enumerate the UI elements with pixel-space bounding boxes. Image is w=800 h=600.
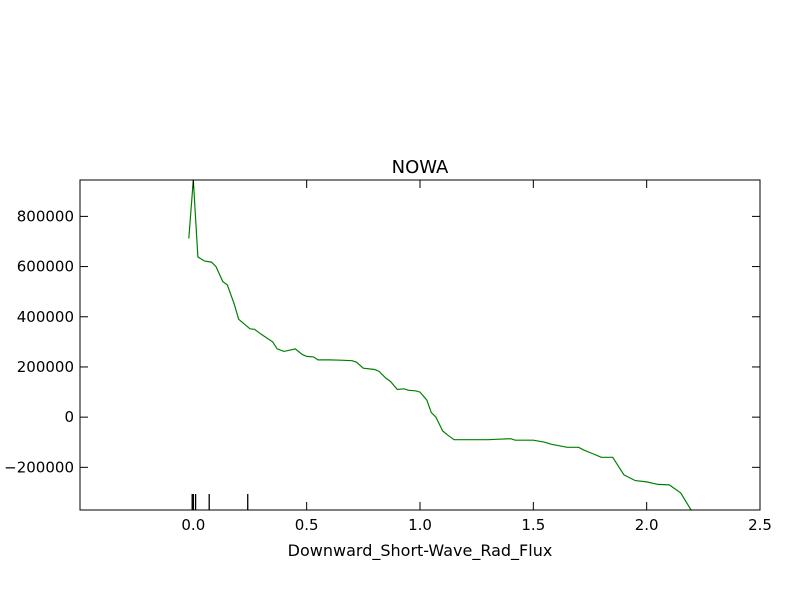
- y-axis: −200000 0 200000 400000 600000 800000: [4, 207, 760, 476]
- x-axis-label: Downward_Short-Wave_Rad_Flux: [288, 541, 553, 561]
- series-line-0: [188, 180, 692, 510]
- y-tick-label: 600000: [17, 258, 74, 276]
- y-tick-label: −200000: [4, 458, 74, 476]
- x-tick-label: 0.0: [181, 516, 205, 534]
- x-tick-label: 1.5: [521, 516, 545, 534]
- chart-title: NOWA: [392, 157, 449, 178]
- x-tick-label: 1.0: [408, 516, 432, 534]
- plot-frame: [79, 179, 761, 511]
- y-tick-label: 800000: [17, 207, 74, 225]
- y-tick-label: 0: [64, 408, 74, 426]
- x-axis: 0.0 0.5 1.0 1.5 2.0 2.5: [181, 180, 772, 534]
- x-tick-label: 0.5: [295, 516, 319, 534]
- y-tick-label: 400000: [17, 308, 74, 326]
- x-tick-label: 2.0: [635, 516, 659, 534]
- y-tick-label: 200000: [17, 358, 74, 376]
- plot-area: [188, 180, 692, 510]
- rug-marks: [191, 494, 249, 510]
- x-tick-label: 2.5: [748, 516, 772, 534]
